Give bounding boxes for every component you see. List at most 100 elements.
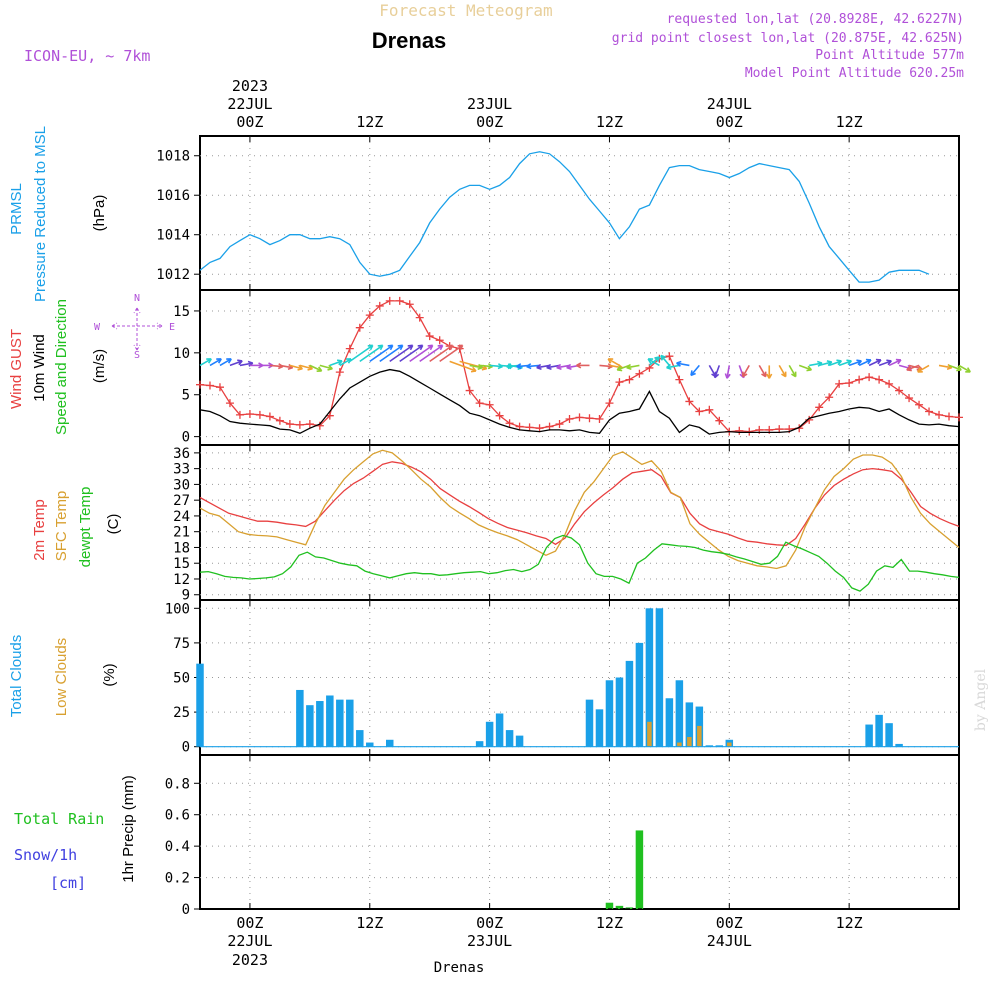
gust-marker: [875, 375, 884, 384]
bar-low-clouds: [697, 725, 702, 747]
y-tick-label: 0: [182, 902, 190, 918]
wind-arrow-head: [216, 358, 222, 364]
y-tick-label: 36: [173, 446, 190, 462]
gust-marker: [295, 420, 304, 429]
label-sfc-temp: SFC Temp: [53, 491, 70, 562]
panel-frame: [199, 135, 960, 291]
series-2m-temp: [199, 461, 960, 547]
bar-total-clouds: [625, 660, 634, 747]
wind-arrow: [648, 356, 660, 367]
y-tick-label: 15: [173, 556, 190, 572]
y-tick-label: 5: [182, 388, 190, 404]
wind-arrow-head: [906, 365, 912, 372]
y-tick-label: 0.8: [165, 776, 190, 792]
gust-marker: [335, 368, 344, 377]
bar-total-clouds: [346, 699, 354, 747]
gust-marker: [865, 373, 874, 382]
wind-arrow: [878, 360, 892, 367]
gust-marker: [275, 416, 284, 425]
gust-marker: [955, 413, 963, 422]
wind-arrow-head: [566, 363, 572, 371]
label-pressure-msl: Pressure Reduced to MSL: [32, 126, 49, 302]
header: Forecast Meteogram Drenas ICON-EU, ~ 7km…: [24, 1, 989, 976]
wind-arrow: [526, 364, 540, 368]
wind-arrow: [449, 360, 477, 372]
wind-arrow: [660, 354, 670, 366]
wind-arrow-head: [886, 359, 892, 366]
y-tick-label: 33: [173, 462, 190, 478]
wind-arrow: [439, 344, 464, 363]
bar-total-clouds: [495, 713, 504, 747]
bar-total-clouds: [485, 721, 494, 747]
gust-marker: [935, 410, 944, 419]
y-tick-label: 1012: [156, 267, 190, 283]
gust-marker: [215, 383, 224, 392]
bar-low-clouds: [687, 737, 692, 747]
location-title: Drenas: [372, 28, 447, 53]
bar-total-clouds: [605, 680, 614, 747]
compass-w: W: [94, 322, 101, 333]
wind-arrow: [958, 364, 971, 373]
top-date-label: 22JUL: [227, 95, 272, 113]
label-low-clouds: Low Clouds: [53, 638, 70, 716]
wind-arrow-head: [206, 358, 212, 364]
wind-arrow-head: [626, 363, 632, 371]
wind-arrow-head: [666, 363, 672, 371]
bar-total-clouds: [356, 730, 364, 747]
wind-arrow: [938, 364, 952, 369]
wind-arrow-head: [367, 344, 374, 351]
top-tick-label: 00Z: [236, 113, 263, 131]
gust-marker: [235, 410, 244, 419]
info-line-1: requested lon,lat (20.8928E, 42.6227N): [667, 12, 964, 27]
bottom-tick-label: 00Z: [716, 914, 743, 932]
label-dewpt-temp: dewpt Temp: [77, 487, 94, 568]
y-tick-label: 21: [173, 525, 190, 541]
watermark: by Angel: [973, 668, 989, 731]
gust-marker: [685, 397, 694, 406]
wind-arrow: [479, 364, 493, 368]
top-year-label: 2023: [232, 77, 268, 95]
wind-arrow-head: [724, 373, 731, 379]
wind-arrow-head: [846, 359, 852, 366]
wind-arrow: [906, 364, 920, 371]
wind-arrow: [848, 360, 862, 367]
bar-low-clouds: [647, 721, 652, 747]
wind-arrow-head: [660, 354, 666, 361]
bar-total-rain: [625, 907, 634, 909]
bar-total-clouds: [885, 723, 893, 747]
wind-arrow-head: [676, 360, 682, 367]
bar-total-clouds: [326, 695, 334, 747]
label-speed-direction: Speed and Direction: [53, 299, 70, 435]
bar-total-clouds: [665, 698, 674, 747]
wind-arrow-head: [546, 363, 552, 371]
bar-total-clouds: [336, 699, 344, 747]
gust-marker: [485, 400, 494, 409]
wind-arrow-head: [917, 367, 923, 373]
label-prmsl: PRMSL: [8, 183, 25, 235]
gust-marker: [425, 332, 434, 341]
wind-arrow-head: [895, 358, 902, 365]
y-tick-label: 24: [173, 509, 190, 525]
gust-marker: [665, 352, 674, 361]
wind-arrow: [309, 364, 322, 372]
gust-marker: [205, 381, 214, 390]
wind-arrow: [917, 364, 930, 373]
wind-arrow-head: [536, 363, 542, 371]
info-line-4: Model Point Altitude 620.25m: [745, 66, 964, 81]
bar-total-clouds: [685, 702, 694, 747]
wind-arrow: [948, 364, 962, 371]
gust-marker: [555, 420, 564, 429]
gust-marker: [605, 399, 614, 408]
bar-total-clouds: [715, 745, 724, 747]
wind-arrow-head: [781, 371, 787, 378]
time-axis: 00Z 12Z 00Z 12Z 00Z 12Z 22JUL 23JUL 24JUL 2023 00Z…: [227, 77, 862, 969]
y-tick-label: 0.6: [165, 808, 190, 824]
bottom-tick-label: 12Z: [596, 914, 623, 932]
bar-total-clouds: [366, 742, 374, 747]
wind-arrow-head: [427, 344, 434, 351]
gust-marker: [945, 412, 954, 421]
wind-arrow: [419, 344, 444, 363]
label-snow: Snow/1h: [14, 846, 77, 864]
gust-marker: [415, 313, 424, 322]
gust-marker: [745, 427, 754, 436]
